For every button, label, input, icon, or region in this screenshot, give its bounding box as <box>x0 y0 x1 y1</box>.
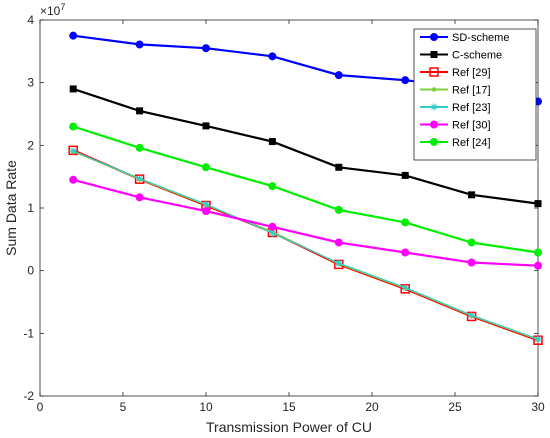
legend-marker <box>430 33 438 41</box>
star-stroke <box>203 201 209 208</box>
legend-item-sd-scheme: SD-scheme <box>420 32 509 44</box>
data-point-ref-23 <box>136 175 144 183</box>
legend-marker <box>430 51 438 58</box>
legend-label: Ref [17] <box>452 85 491 97</box>
x-tick-label: 25 <box>448 400 462 414</box>
legend-marker <box>430 103 438 111</box>
data-point-ref-24 <box>69 122 78 131</box>
data-point-c-scheme <box>401 171 409 179</box>
data-point-ref-30 <box>202 207 210 216</box>
x-axis-title: Transmission Power of CU <box>206 419 372 435</box>
series-line-ref-24 <box>72 125 539 254</box>
data-point-sd-scheme <box>69 31 78 40</box>
data-point-sd-scheme <box>202 44 210 53</box>
data-point-ref-23 <box>335 259 343 267</box>
y-tick-label: 0 <box>27 264 34 278</box>
legend-item-ref-23: Ref [23] <box>420 102 491 114</box>
data-point-sd-scheme <box>334 71 343 80</box>
legend-label: C-scheme <box>452 50 502 62</box>
data-point-sd-scheme <box>268 52 277 61</box>
x-tick-label: 20 <box>365 400 379 414</box>
x-tick-label: 0 <box>37 400 44 414</box>
y-tick-label: 1 <box>27 201 34 215</box>
x-tick-label: 10 <box>199 400 213 414</box>
data-point-ref-30 <box>467 258 476 267</box>
data-point-c-scheme <box>202 122 210 130</box>
data-point-ref-24 <box>401 218 410 227</box>
data-point-ref-30 <box>135 193 144 202</box>
data-point-ref-24 <box>534 248 542 257</box>
legend-label: Ref [24] <box>452 137 491 149</box>
x-tick-label: 30 <box>531 400 545 414</box>
data-point-ref-30 <box>268 222 277 231</box>
star-stroke <box>136 175 143 182</box>
star-stroke <box>402 284 409 291</box>
data-point-ref-30 <box>69 175 78 184</box>
legend-item-ref-30: Ref [30] <box>420 120 491 132</box>
star-stroke <box>468 312 475 319</box>
legend-item-ref-24: Ref [24] <box>420 137 491 149</box>
y-axis-title: Sum Data Rate <box>3 160 19 256</box>
data-point-ref-23 <box>69 147 77 155</box>
x-tick-label: 15 <box>282 400 296 414</box>
y-tick-label: 2 <box>27 138 34 152</box>
y-exponent-label: ×107 <box>40 2 65 18</box>
data-point-ref-24 <box>268 182 277 191</box>
legend: SD-scheme C-scheme Ref [29] Ref [17] Ref [23… <box>413 28 537 161</box>
legend-marker <box>430 138 438 146</box>
data-point-ref-30 <box>534 261 542 270</box>
data-point-ref-23 <box>401 284 409 292</box>
series-c-scheme <box>69 85 542 208</box>
star-stroke <box>535 336 541 342</box>
exponent-power: 7 <box>60 2 65 12</box>
series-line-ref-23 <box>72 150 539 340</box>
legend-marker <box>430 120 438 129</box>
data-point-ref-23 <box>202 200 210 208</box>
legend-label: SD-scheme <box>452 32 509 44</box>
data-point-ref-23 <box>534 335 542 343</box>
legend-marker <box>429 67 439 77</box>
data-point-ref-24 <box>334 205 343 214</box>
y-tick-label: 4 <box>27 13 34 27</box>
data-point-ref-23 <box>468 311 476 319</box>
star-stroke <box>431 104 437 110</box>
star-stroke <box>335 260 342 267</box>
legend-label: Ref [29] <box>452 67 491 79</box>
data-point-ref-24 <box>202 163 210 172</box>
data-point-c-scheme <box>534 200 542 208</box>
y-tick-label: -2 <box>23 389 34 403</box>
series-ref-24 <box>69 122 542 257</box>
legend-item-c-scheme: C-scheme <box>420 50 502 62</box>
series-line-c-scheme <box>72 87 539 205</box>
data-point-c-scheme <box>69 85 77 93</box>
exponent-base: ×10 <box>40 4 61 18</box>
legend-item-ref-17: Ref [17] <box>420 85 491 97</box>
data-point-c-scheme <box>335 163 343 171</box>
data-point-ref-24 <box>135 143 144 152</box>
series-line-ref-30 <box>72 178 539 267</box>
data-point-ref-30 <box>401 248 410 257</box>
data-point-sd-scheme <box>401 76 410 85</box>
y-tick-label: -1 <box>23 326 34 340</box>
x-tick-label: 5 <box>120 400 127 414</box>
star-stroke <box>70 148 77 154</box>
data-point-c-scheme <box>136 107 144 115</box>
data-point-c-scheme <box>268 138 276 146</box>
series-ref-23 <box>69 147 542 343</box>
data-point-ref-24 <box>467 238 476 247</box>
series-ref-30 <box>69 175 542 270</box>
legend-label: Ref [30] <box>452 120 491 132</box>
data-point-ref-30 <box>334 238 343 247</box>
data-point-sd-scheme <box>135 40 144 49</box>
axes-layer: 0 5 10 15 20 25 30 -2 -1 0 1 2 3 4 <box>23 13 545 414</box>
legend-label: Ref [23] <box>452 102 491 114</box>
star-stroke <box>269 230 276 236</box>
data-point-c-scheme <box>468 191 476 199</box>
legend-marker <box>431 87 437 92</box>
y-tick-label: 3 <box>27 76 34 90</box>
legend-item-ref-29: Ref [29] <box>420 67 491 79</box>
